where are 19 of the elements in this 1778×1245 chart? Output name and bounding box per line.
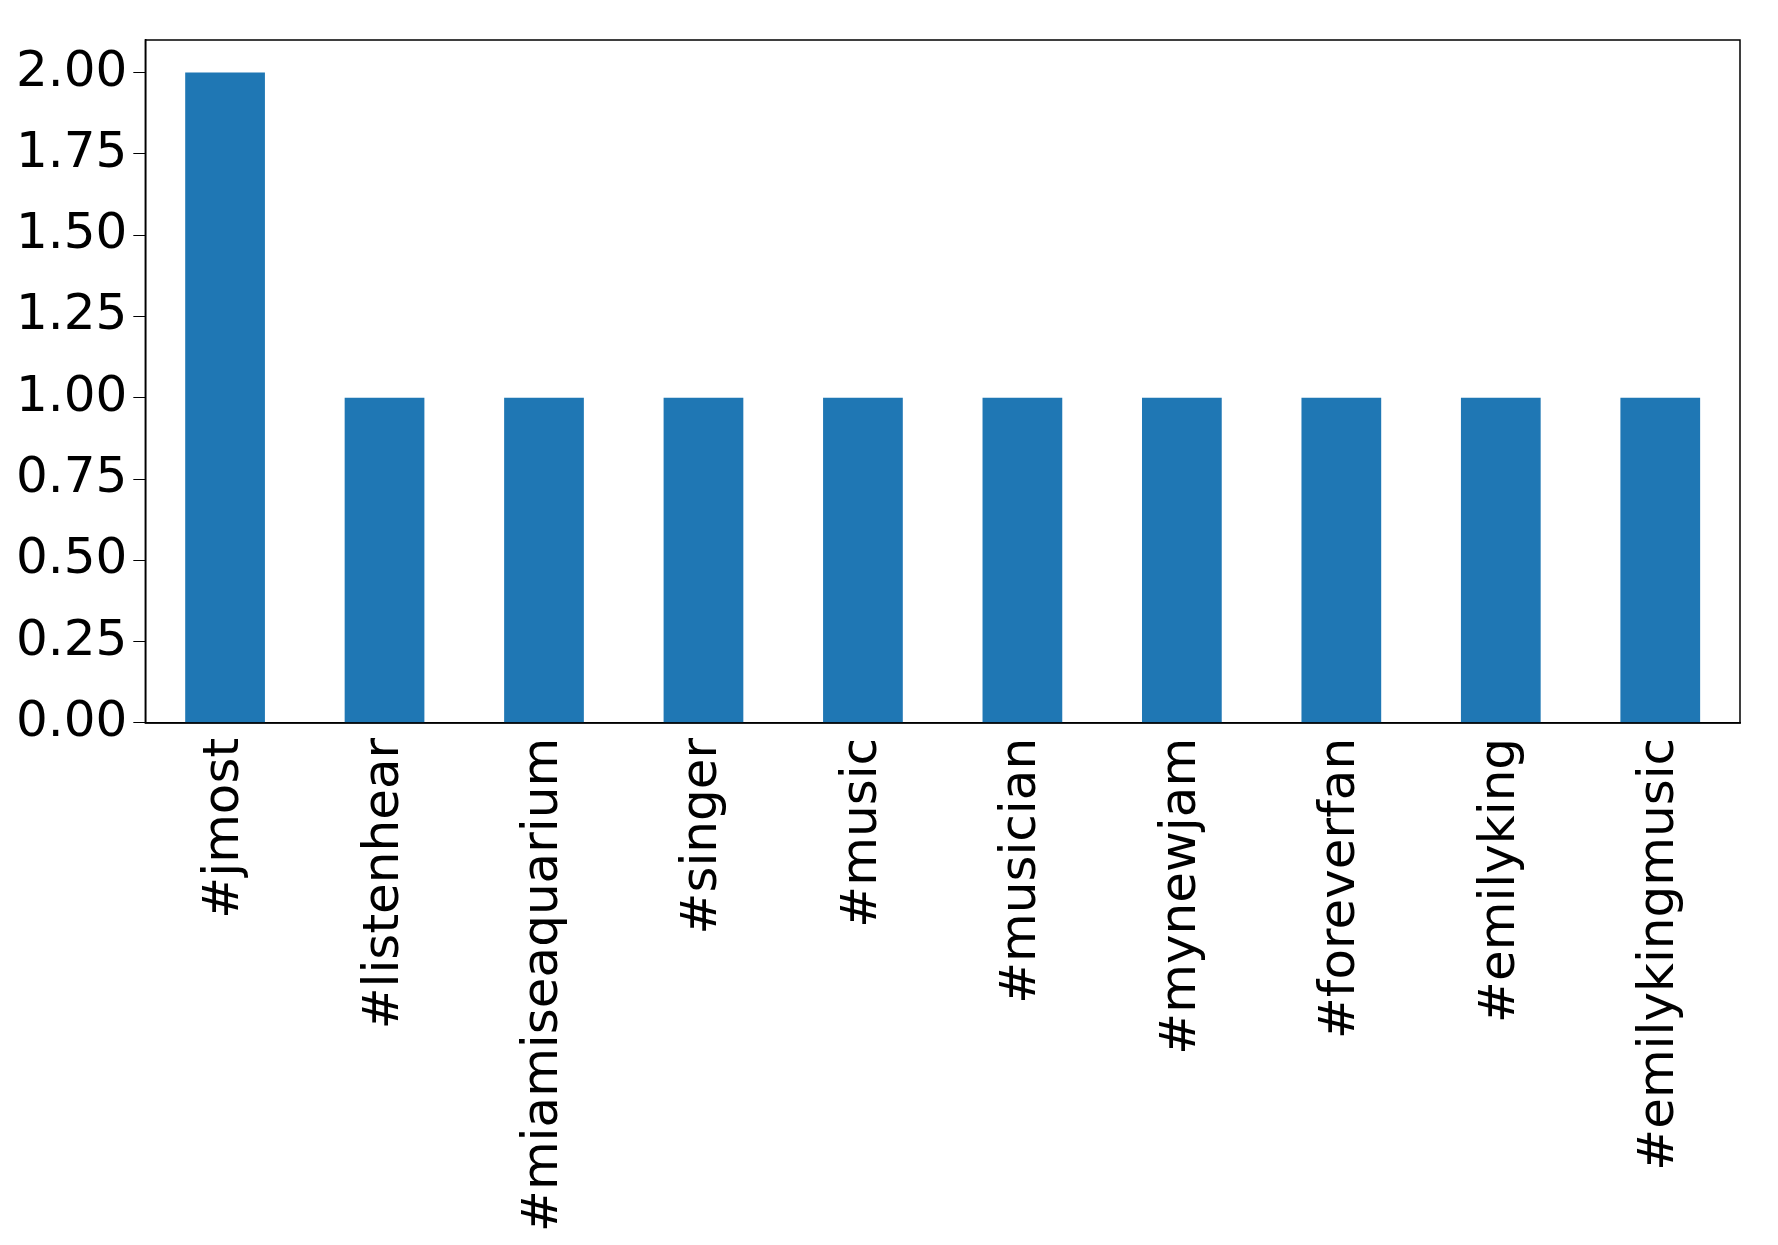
- x-tick-label: #foreverfan: [1308, 737, 1367, 1040]
- x-tick-label: #listenhear: [351, 737, 410, 1030]
- x-tick-label: #miamiseaquarium: [510, 737, 569, 1232]
- x-tick-label: #singer: [670, 737, 729, 935]
- y-tick-label: 2.00: [16, 39, 128, 98]
- x-tick-label: #emilykingmusic: [1627, 737, 1686, 1171]
- y-tick-label: 1.75: [16, 120, 128, 179]
- y-tick-label: 0.00: [16, 689, 128, 748]
- y-tick-label: 1.25: [16, 283, 128, 342]
- x-tick-label: #musician: [989, 737, 1048, 1004]
- y-tick-label: 1.00: [16, 364, 128, 423]
- y-tick-label: 0.75: [16, 446, 128, 504]
- y-tick-label: 0.50: [16, 527, 128, 586]
- x-tick-label: #jmost: [192, 737, 251, 919]
- x-tick-label: #music: [829, 737, 888, 928]
- y-tick-label: 1.50: [16, 202, 128, 261]
- x-tick-label: #mynewjam: [1148, 737, 1207, 1055]
- y-tick-label: 0.25: [16, 608, 128, 667]
- x-tick-label: #emilyking: [1467, 737, 1526, 1023]
